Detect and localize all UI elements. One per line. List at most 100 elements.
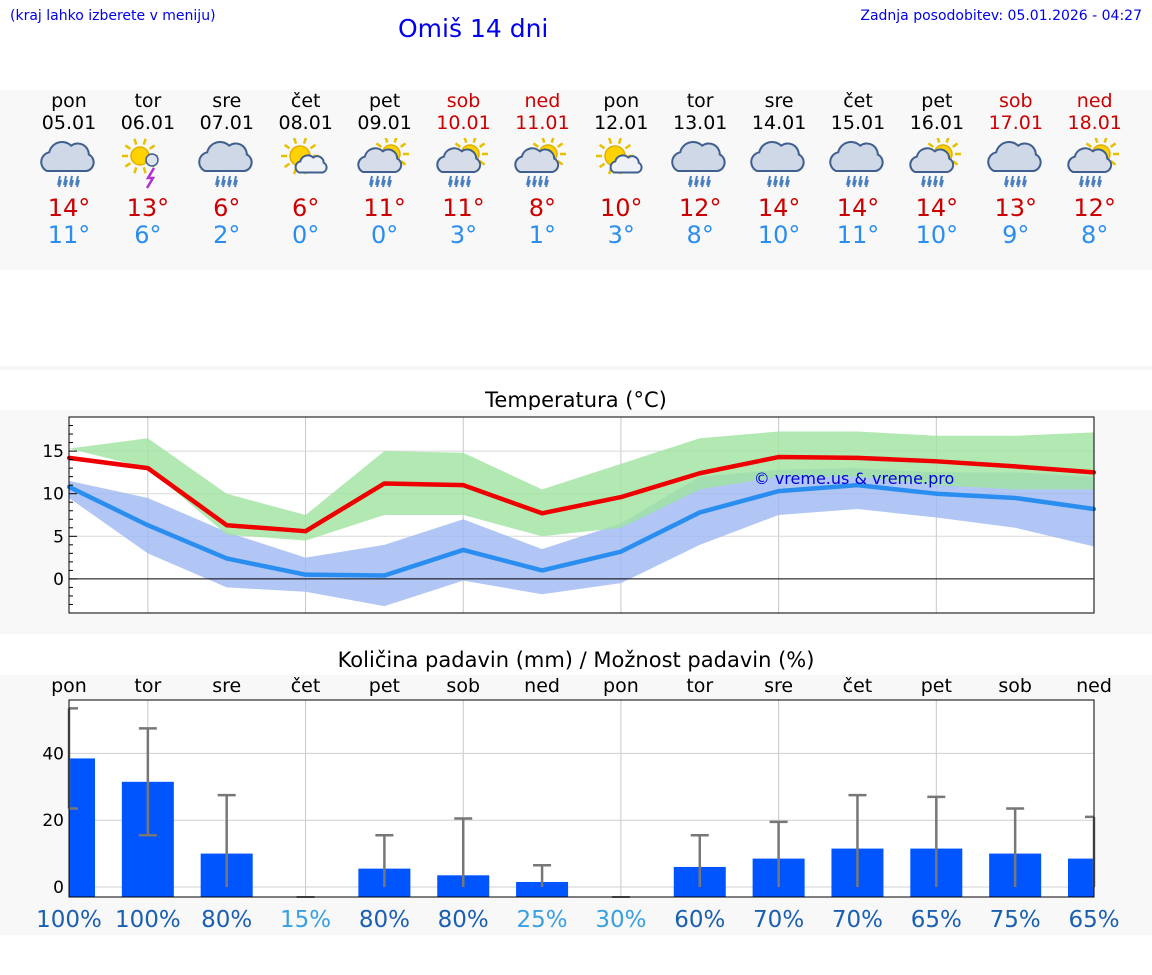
rain-drop [70,179,74,188]
sun-ray [618,138,623,145]
rain-drop [858,175,862,186]
rain-drop [544,175,549,186]
sun-ray [550,138,555,143]
cloud-rain-icon [987,141,1042,188]
x-category-label: sob [998,675,1032,697]
rain-drop [1079,179,1084,188]
y-tick-label: 5 [53,527,64,547]
x-category-label: pet [369,675,400,697]
cloud-shape [609,154,643,174]
rain-drop [1021,175,1026,186]
sun-ray [599,143,606,150]
sun-ray [1103,138,1108,143]
cloud-shape [145,153,159,167]
rain-drop [938,175,943,186]
sun-ray [608,138,613,145]
day-column: pon 05.01 14° 11° [29,90,109,270]
sun-cloud-icon [280,138,328,175]
day-column: sre 07.01 6° 2° [187,90,267,270]
x-category-label: sob [446,675,480,697]
rain-drop [920,175,925,186]
sun-ray [142,138,147,145]
x-category-label: pet [921,675,952,697]
icon-group [671,141,726,188]
rain-drop [785,175,790,186]
rain-drop [689,179,694,188]
sun-ray [283,162,290,169]
cloud-shape [1066,147,1112,173]
sun-cloud-rain-icon [514,138,567,188]
rain-drop [701,179,706,188]
sun-ray [625,143,632,150]
cloud-shape [987,141,1042,172]
temp-min: 1° [528,221,557,249]
cloud-shape [514,147,560,173]
precip-bar [69,758,95,897]
temp-min: 3° [607,221,635,249]
watermark: © vreme.us & vreme.pro [754,469,955,488]
temp-min: 8° [1081,221,1109,249]
rain-drop [380,175,385,186]
day-name: pon [51,90,87,112]
rain-drop [707,179,712,188]
day-column: sob 17.01 13° 9° [976,90,1056,270]
day-date: 10.01 [436,112,491,134]
rain-drop [1003,175,1008,186]
rain-drop [1084,175,1089,186]
day-name: sre [764,90,794,112]
rain-drop [386,175,391,186]
sun-ray [541,138,546,143]
temp-max: 13° [126,194,170,222]
sun-cloud-rain-icon [909,138,961,188]
min-temp-point [540,568,545,573]
day-date: 12.01 [594,112,649,134]
max-temp-line [68,454,1095,534]
rain-drop [459,175,464,186]
temp-min: 6° [134,221,162,249]
temp-max: 14° [757,194,801,222]
sun-ray [478,142,485,148]
max-temp-point [776,455,781,460]
max-temp-point [618,495,623,500]
precip-probability: 70% [753,907,804,933]
rain-drop [375,179,380,188]
day-column: čet 15.01 14° 11° [818,90,898,270]
rain-drop [527,179,532,188]
sun-ray [454,142,461,148]
sun-ray [302,138,307,145]
temp-max: 11° [363,194,406,222]
rain-drop [852,175,856,186]
day-date: 08.01 [278,112,333,134]
sun-cloud-rain-icon [356,138,409,188]
sun-ray [945,138,950,143]
x-category-label: pon [51,675,87,697]
rain-drop [933,179,938,188]
precip-probability: 30% [595,907,646,933]
temp-min: 2° [213,221,241,249]
location-menu-hint[interactable]: (kraj lahko izberete v meniju) [10,8,216,24]
precip-probability: 25% [517,907,568,933]
rain-drop [58,179,62,188]
x-category-label: čet [843,675,873,697]
precip-probability: 75% [990,907,1041,933]
cloud-shape [356,147,402,173]
sun-ray [142,167,147,174]
day-date: 14.01 [751,112,807,134]
day-column: ned 18.01 12° 8° [1055,90,1135,270]
day-date: 11.01 [515,112,570,134]
cloud-rain-icon [750,141,805,188]
temp-min: 11° [47,221,91,249]
forecast-strip: pon 05.01 14° 11° tor 06.01 13° 6° sre 07.01 6° 2° č… [0,90,1152,270]
min-temp-point [776,489,781,494]
min-temp-point [303,572,308,577]
rain-drop [864,175,868,186]
sun-ray [393,138,398,143]
rain-drop [232,175,237,186]
precip-probability: 60% [674,907,725,933]
rain-drop [368,175,373,186]
day-date: 07.01 [199,112,254,134]
rain-drop [927,179,932,188]
sun-ray [133,167,138,174]
precip-plot-frame [68,699,1095,898]
temp-max: 14° [47,194,91,222]
